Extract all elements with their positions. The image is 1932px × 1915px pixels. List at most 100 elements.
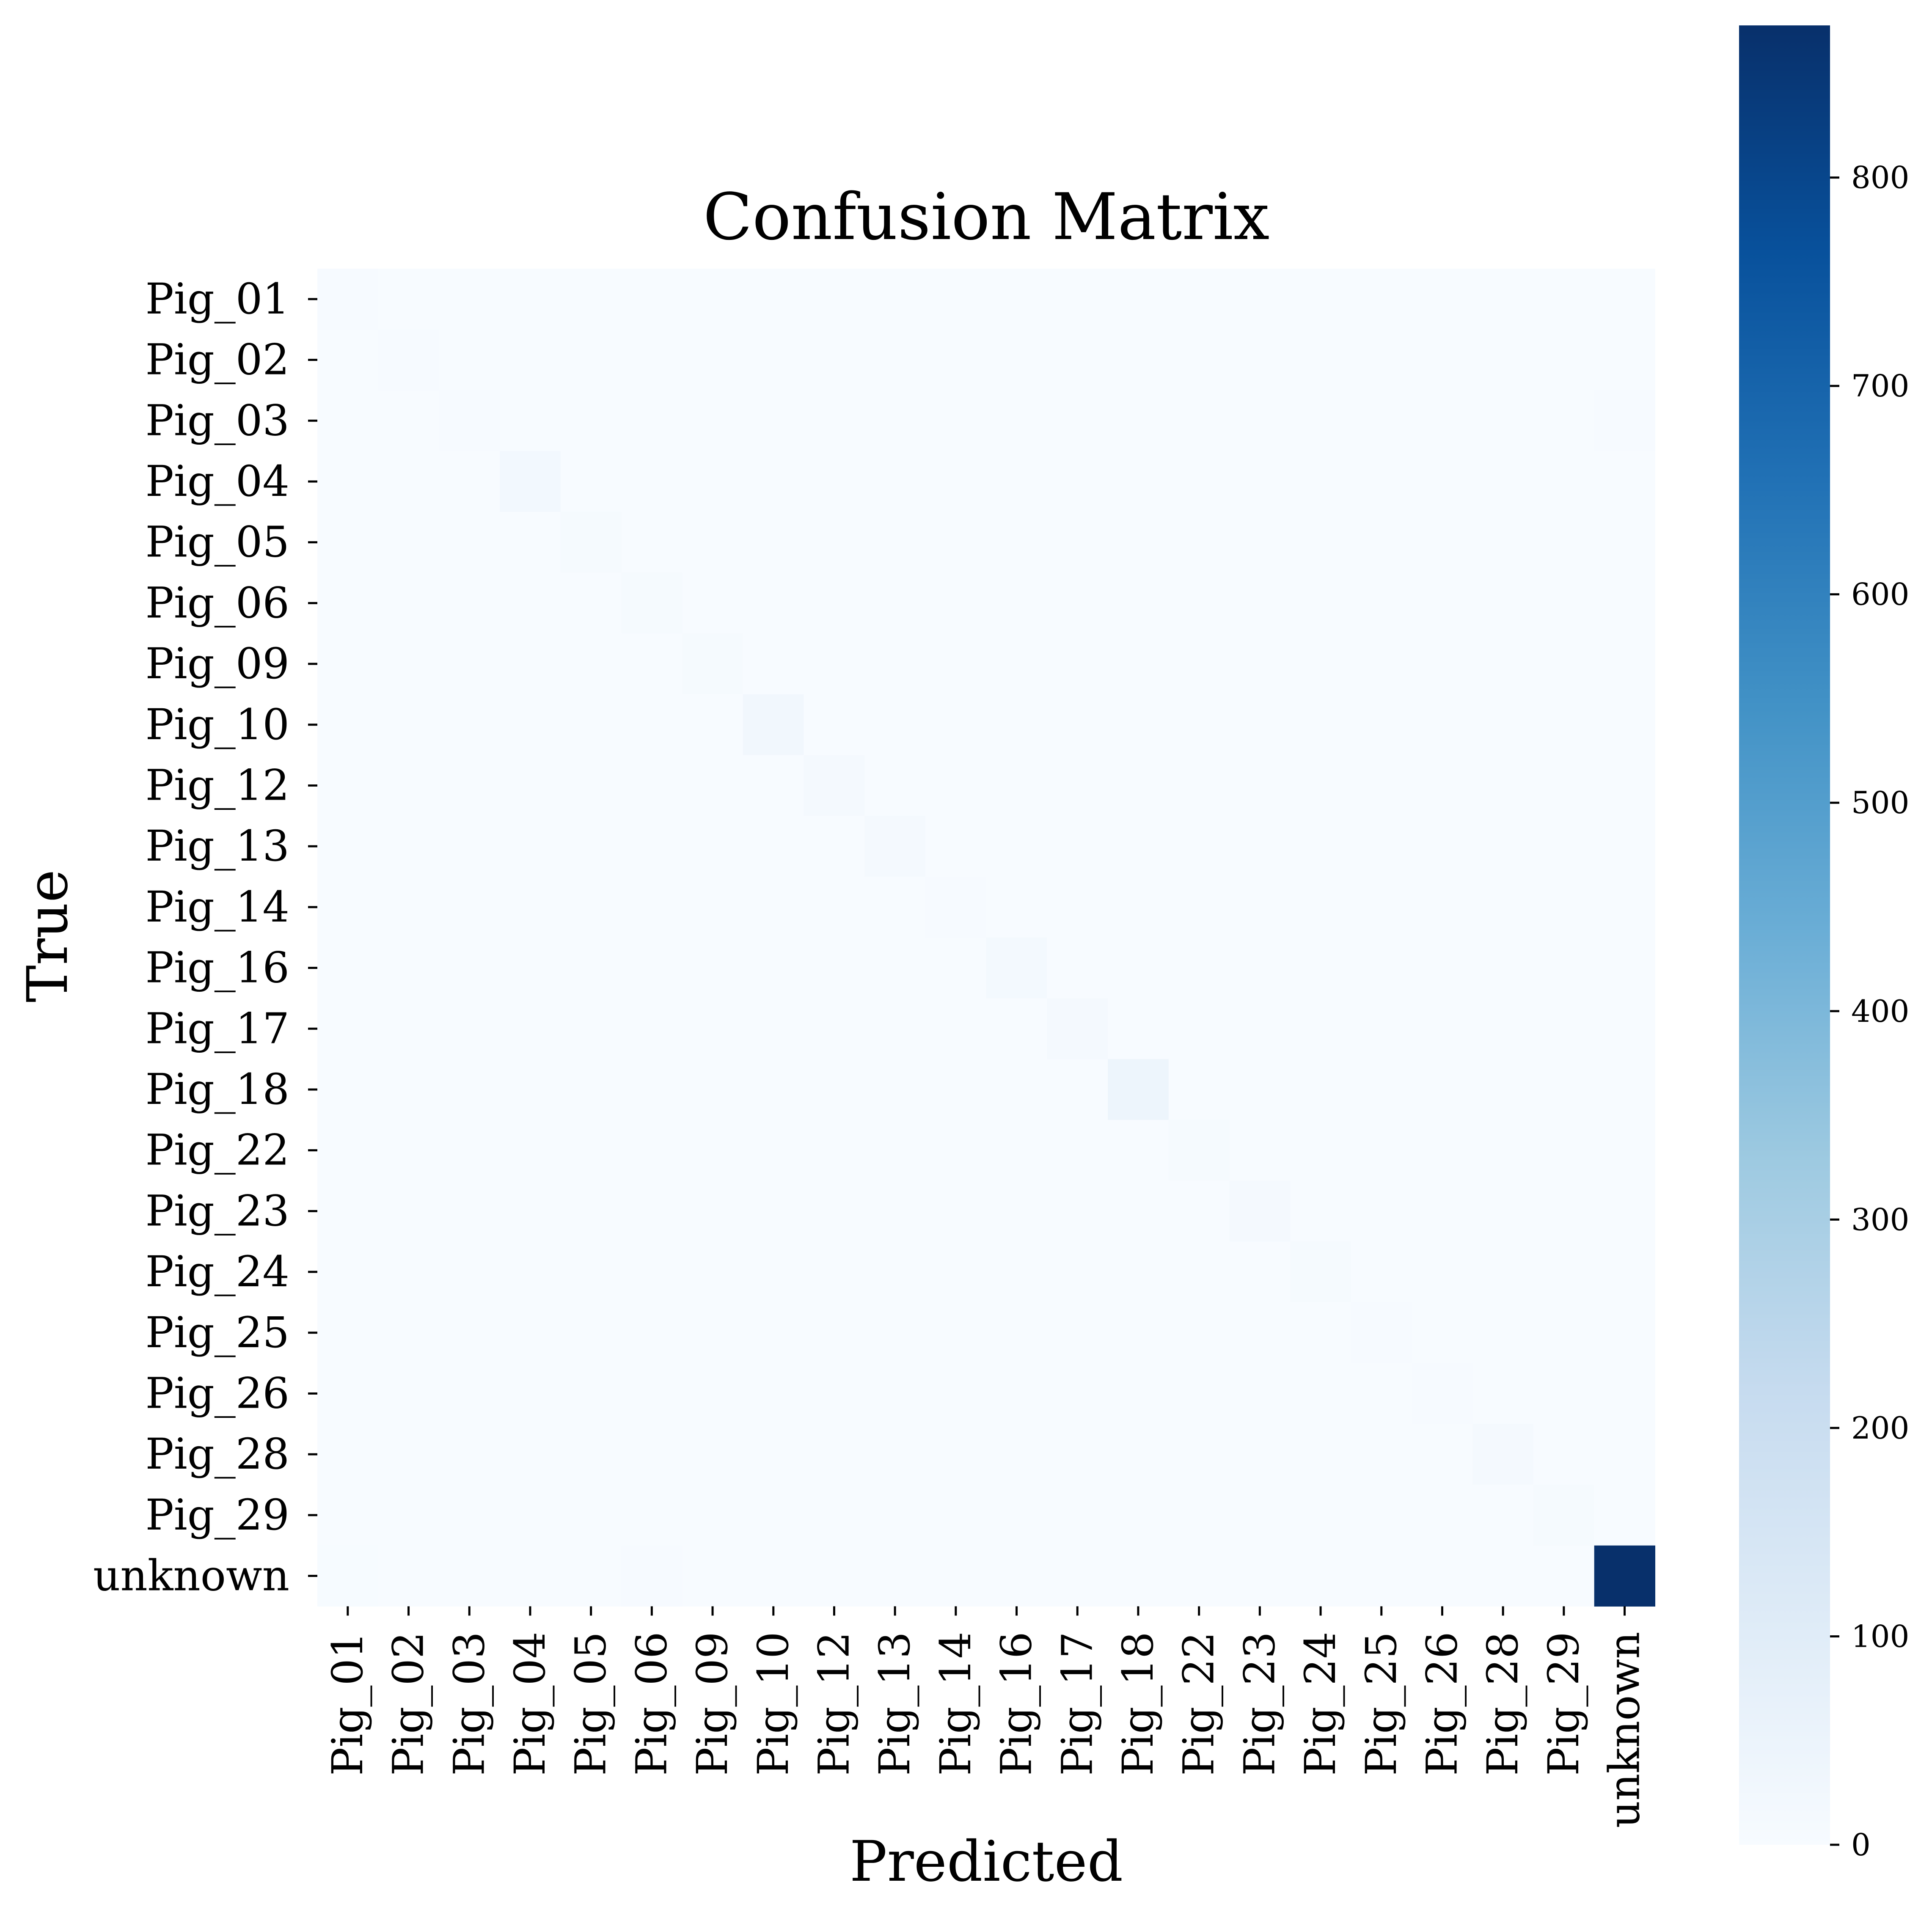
- heatmap-cell: [925, 1120, 987, 1181]
- heatmap-cell: [439, 269, 500, 330]
- heatmap-cell: [439, 1302, 500, 1364]
- heatmap-cell: [864, 1485, 926, 1546]
- x-tick-label: Pig_10: [749, 1632, 798, 1776]
- heatmap-cell: [1108, 1302, 1169, 1364]
- heatmap-cell: [1229, 1180, 1291, 1242]
- heatmap-cell: [864, 816, 926, 877]
- heatmap-cell: [986, 877, 1047, 938]
- heatmap-cell: [621, 1302, 683, 1364]
- heatmap-cell: [1351, 1545, 1412, 1607]
- heatmap-cell: [1533, 1180, 1595, 1242]
- heatmap-cell: [439, 390, 500, 451]
- heatmap-cell: [1108, 1545, 1169, 1607]
- heatmap-cell: [743, 390, 804, 451]
- heatmap-cell: [500, 390, 561, 451]
- y-tick-label: Pig_26: [145, 1368, 289, 1418]
- heatmap-cell: [1594, 329, 1655, 391]
- heatmap-cell: [1412, 572, 1473, 634]
- chart-title: Confusion Matrix: [703, 179, 1270, 254]
- y-tick-label: Pig_29: [145, 1490, 289, 1540]
- x-tick-label: Pig_01: [323, 1632, 372, 1776]
- x-tick-label: Pig_12: [809, 1632, 859, 1776]
- heatmap-cell: [925, 1545, 987, 1607]
- heatmap-cell: [864, 1424, 926, 1485]
- heatmap-cell: [1108, 269, 1169, 330]
- heatmap-cell: [1412, 512, 1473, 573]
- y-tick-label: Pig_06: [145, 578, 289, 627]
- heatmap-cell: [986, 633, 1047, 695]
- heatmap-cell: [864, 998, 926, 1059]
- heatmap-cell: [1594, 877, 1655, 938]
- heatmap-cell: [560, 1302, 622, 1364]
- heatmap-cell: [682, 937, 743, 999]
- heatmap-cell: [743, 512, 804, 573]
- heatmap-cell: [1047, 1059, 1108, 1120]
- heatmap-cell: [621, 1485, 683, 1546]
- y-tick-label: Pig_03: [145, 396, 289, 445]
- heatmap-cell: [439, 877, 500, 938]
- heatmap-cell: [621, 755, 683, 816]
- heatmap-cell: [925, 572, 987, 634]
- heatmap-cell: [378, 390, 439, 451]
- heatmap-cell: [560, 877, 622, 938]
- heatmap-cell: [1472, 1363, 1534, 1424]
- heatmap-cell: [925, 269, 987, 330]
- heatmap-cell: [378, 1302, 439, 1364]
- heatmap-cell: [1533, 1241, 1595, 1303]
- heatmap-cell: [804, 269, 865, 330]
- heatmap-cell: [1047, 816, 1108, 877]
- heatmap-cell: [560, 1241, 622, 1303]
- heatmap-cell: [621, 572, 683, 634]
- heatmap-cell: [1351, 877, 1412, 938]
- heatmap-cell: [1472, 512, 1534, 573]
- heatmap-cell: [682, 998, 743, 1059]
- heatmap-cell: [621, 1545, 683, 1607]
- heatmap-cell: [1290, 1241, 1351, 1303]
- colorbar-tick-label: 200: [1851, 1410, 1909, 1446]
- heatmap-cell: [1351, 998, 1412, 1059]
- heatmap-cell: [378, 877, 439, 938]
- heatmap-cell: [925, 451, 987, 512]
- heatmap-cell: [1412, 937, 1473, 999]
- heatmap-cell: [986, 694, 1047, 756]
- heatmap-cell: [621, 1363, 683, 1424]
- heatmap-cell: [621, 1180, 683, 1242]
- heatmap-cell: [1412, 633, 1473, 695]
- heatmap-cell: [864, 755, 926, 816]
- x-tick-label: Pig_04: [505, 1632, 555, 1776]
- heatmap-cell: [1351, 1424, 1412, 1485]
- heatmap-cell: [925, 633, 987, 695]
- x-tick-label: Pig_24: [1296, 1632, 1345, 1776]
- heatmap-cell: [1351, 1180, 1412, 1242]
- heatmap-cell: [1472, 1545, 1534, 1607]
- heatmap-cell: [500, 329, 561, 391]
- heatmap-cell: [1108, 1363, 1169, 1424]
- heatmap-cell: [1047, 390, 1108, 451]
- heatmap-cell: [1290, 572, 1351, 634]
- heatmap-cell: [1412, 694, 1473, 756]
- heatmap-cell: [439, 1363, 500, 1424]
- heatmap-cell: [1533, 1424, 1595, 1485]
- heatmap-cell: [1412, 390, 1473, 451]
- heatmap-cell: [864, 390, 926, 451]
- heatmap-cell: [1533, 329, 1595, 391]
- heatmap-cell: [1108, 998, 1169, 1059]
- heatmap-cell: [378, 1241, 439, 1303]
- heatmap-cell: [317, 451, 379, 512]
- x-tick-label: Pig_16: [992, 1632, 1041, 1776]
- x-tick-label: Pig_05: [566, 1632, 616, 1776]
- heatmap-cell: [1229, 694, 1291, 756]
- heatmap-cell: [1168, 269, 1230, 330]
- heatmap-cell: [317, 1302, 379, 1364]
- heatmap-cell: [1351, 1059, 1412, 1120]
- heatmap-cell: [560, 572, 622, 634]
- heatmap-cell: [317, 572, 379, 634]
- y-tick-label: Pig_14: [145, 882, 289, 932]
- heatmap-cell: [1229, 1302, 1291, 1364]
- heatmap-cell: [500, 1180, 561, 1242]
- heatmap-cell: [1229, 1241, 1291, 1303]
- heatmap-cell: [1472, 1424, 1534, 1485]
- heatmap-cell: [1229, 1120, 1291, 1181]
- heatmap-cell: [1472, 816, 1534, 877]
- heatmap-cell: [1168, 633, 1230, 695]
